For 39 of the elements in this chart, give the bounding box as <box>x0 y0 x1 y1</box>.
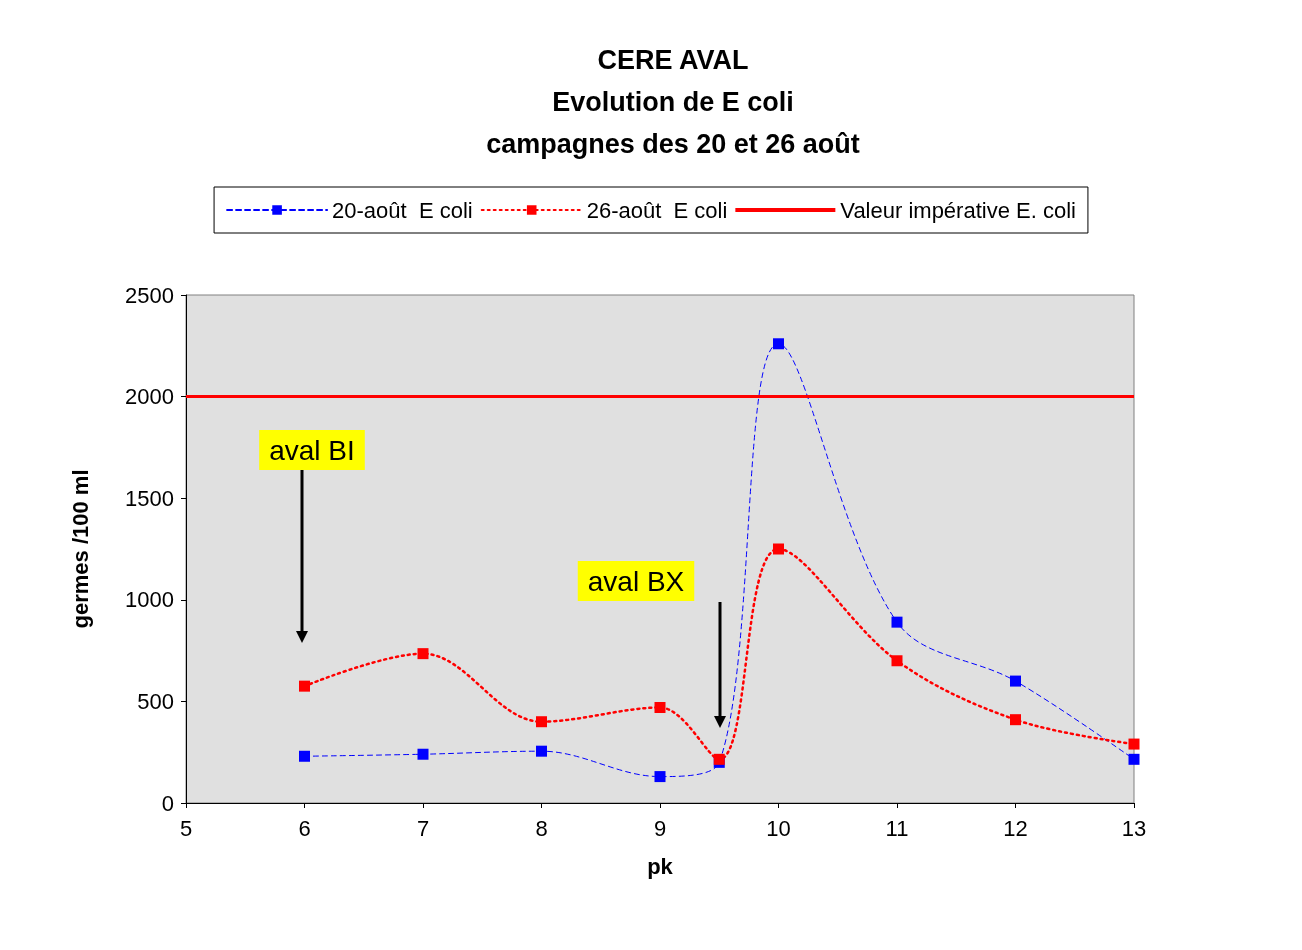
point <box>417 648 429 660</box>
point <box>299 680 310 692</box>
x-tick-label: 13 <box>1121 815 1147 841</box>
point <box>299 750 310 762</box>
y-tick-label: 2500 <box>125 282 174 308</box>
point <box>1128 753 1140 765</box>
point <box>773 338 784 350</box>
annotation: aval BI <box>269 434 355 466</box>
point <box>1010 675 1021 687</box>
x-axis-title: pk <box>647 853 674 879</box>
annotation: aval BX <box>587 565 685 597</box>
point <box>1010 714 1021 726</box>
x-tick-label: 10 <box>766 815 791 841</box>
y-tick-label: 500 <box>137 688 174 714</box>
x-tick-label: 12 <box>1003 815 1028 841</box>
x-tick-label: 5 <box>179 815 193 841</box>
y-axis-title: germes /100 ml <box>67 469 93 629</box>
x-tick-label: 11 <box>885 815 909 841</box>
point <box>536 745 547 757</box>
y-tick-label: 1000 <box>125 587 174 613</box>
x-tick-label: 8 <box>535 815 548 841</box>
legend-label: 26-août E coli <box>586 197 728 223</box>
point <box>773 543 784 555</box>
y-tick-label: 0 <box>161 790 174 816</box>
y-tick-label: 2000 <box>125 384 174 410</box>
point <box>1128 738 1140 750</box>
point <box>417 748 429 760</box>
y-tick-label: 1500 <box>125 485 174 511</box>
point <box>891 655 903 667</box>
point <box>654 702 666 713</box>
point <box>654 771 666 783</box>
chart-title: CERE AVAL Evolution de E coli campagnes des 20 et 26 août <box>486 45 860 159</box>
legend-label: 20-août E coli <box>332 197 473 223</box>
x-tick-label: 7 <box>416 815 430 841</box>
point <box>891 616 903 628</box>
point <box>536 716 547 728</box>
x-tick-label: 6 <box>298 815 311 841</box>
x-tick-label: 9 <box>653 815 667 841</box>
legend-label: Valeur impérative E. coli <box>840 197 1076 223</box>
